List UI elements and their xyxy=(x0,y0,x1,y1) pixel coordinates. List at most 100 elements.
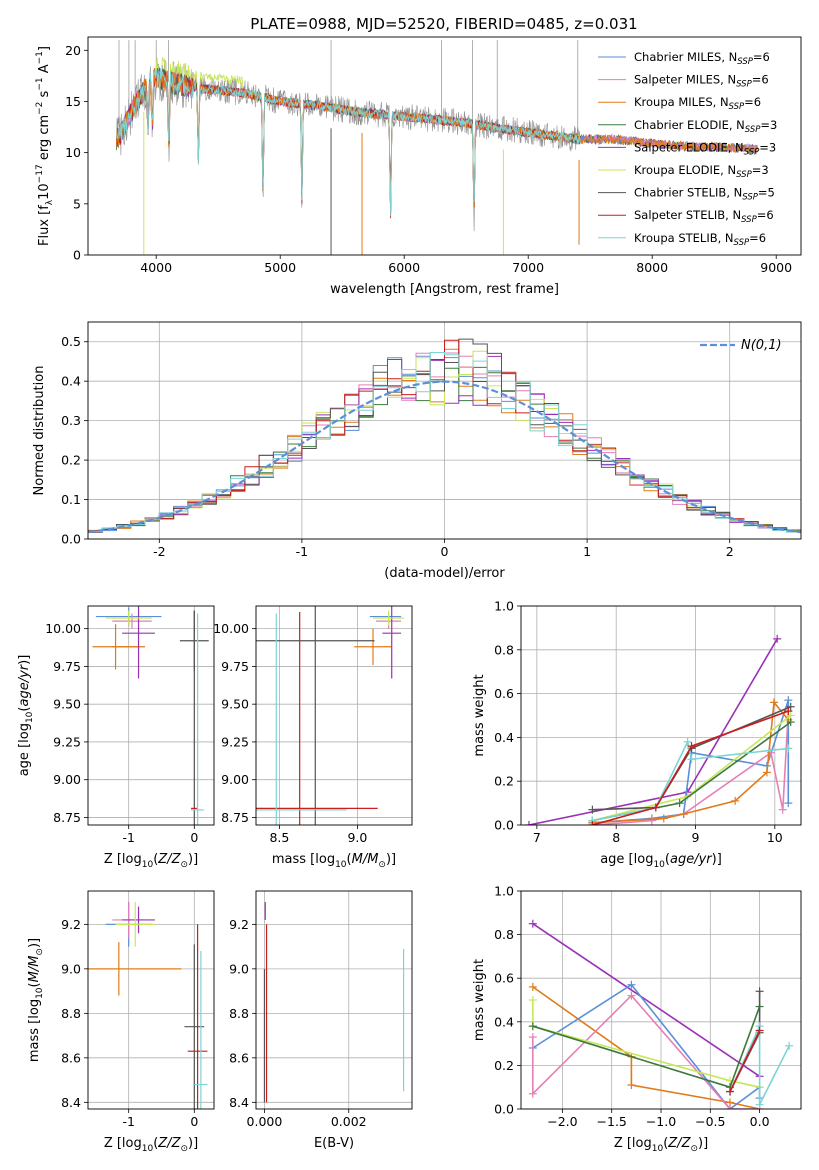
label-part: mass weight xyxy=(472,674,487,756)
legend-entry-salpeter_elodie: Salpeter ELODIE, NSSP=3 xyxy=(634,140,776,157)
y-tick-label: 0.4 xyxy=(61,374,81,389)
x-tick-label: 6000 xyxy=(388,260,420,275)
x-tick-label: 2 xyxy=(726,544,734,559)
label-part: ] xyxy=(37,46,52,51)
legend-sub: SSP xyxy=(736,80,752,90)
plot-area-spectrum xyxy=(116,40,758,255)
x-axis-label: E(B-V) xyxy=(314,1136,354,1151)
legend-entry-salpeter_stelib: Salpeter STELIB, NSSP=6 xyxy=(634,208,774,225)
legend-entry-chabrier_stelib: Chabrier STELIB, NSSP=5 xyxy=(634,186,775,203)
label-part: ⊙ xyxy=(35,948,45,956)
y-axis-label: mass [log10(M/M⊙)] xyxy=(27,938,45,1062)
plot-area-mw_age xyxy=(524,634,795,825)
label-part: age [log xyxy=(600,852,653,867)
label-part: −2 xyxy=(35,102,45,115)
legend-suffix: =3 xyxy=(759,140,776,154)
y-tick-label: 8.6 xyxy=(61,1050,81,1065)
data-spectrum-line xyxy=(116,57,581,232)
label-part: (data-model)/error xyxy=(384,566,505,581)
label-part: )] xyxy=(188,852,198,867)
legend-sub: SSP xyxy=(729,102,745,112)
panel-mass_ebv: 0.000 0.002 8.4 8.6 8.8 9.0 9.2 E(B-V) xyxy=(229,890,413,1151)
legend-sub: SSP xyxy=(736,170,752,180)
axes-frame xyxy=(255,890,413,1110)
y-tick-label: 0.4 xyxy=(494,730,514,745)
x-tick-label: 8 xyxy=(612,830,620,845)
label-part: Flux [f xyxy=(37,205,52,246)
y-tick-label: 9.25 xyxy=(221,734,249,749)
label-part: M/M xyxy=(352,852,379,867)
x-tick-label: 0 xyxy=(441,544,449,559)
axes-frame xyxy=(87,890,215,1110)
legend-sub: SSP xyxy=(737,57,753,67)
legend-sub: SSP xyxy=(742,193,758,203)
y-tick-label: 9.0 xyxy=(229,961,249,976)
y-tick-label: 1.0 xyxy=(494,884,514,899)
y-tick-label: 9.2 xyxy=(229,917,249,932)
label-part: −1 xyxy=(35,77,45,90)
x-tick-label: 0 xyxy=(190,1114,198,1129)
y-tick-label: 0.4 xyxy=(494,1014,514,1029)
figure-title: PLATE=0988, MJD=52520, FIBERID=0485, z=0… xyxy=(250,15,637,33)
y-axis-label: Flux [fλ10−17 erg cm−2 s−1 A−1] xyxy=(35,46,55,246)
y-tick-label: 9.00 xyxy=(221,772,249,787)
y-tick-label: 8.8 xyxy=(229,1006,249,1021)
label-part: ( xyxy=(665,852,670,867)
label-part: erg cm xyxy=(37,115,52,164)
y-tick-label: 8.6 xyxy=(229,1050,249,1065)
x-tick-label: 0.000 xyxy=(247,1114,283,1129)
label-part: )] xyxy=(712,852,722,867)
x-tick-label: 8.5 xyxy=(269,830,289,845)
series-line-kroupa_elodie xyxy=(592,714,792,822)
y-tick-label: 20 xyxy=(65,43,81,58)
label-part: 10 xyxy=(25,711,35,723)
x-axis-label: wavelength [Angstrom, rest frame] xyxy=(330,282,559,297)
x-tick-label: 4000 xyxy=(140,260,172,275)
series-line-kroupa_miles xyxy=(532,986,760,1109)
label-part: ⊙ xyxy=(378,860,386,870)
y-tick-label: 9.75 xyxy=(53,659,81,674)
legend-label: Kroupa STELIB, N xyxy=(634,231,734,245)
y-tick-label: 0.2 xyxy=(494,774,514,789)
series-line-salpeter_stelib xyxy=(592,710,789,825)
y-tick-label: 0.3 xyxy=(61,413,81,428)
legend-label: Salpeter STELIB, N xyxy=(634,208,741,222)
label-part: )] xyxy=(27,938,42,948)
legend-suffix: =3 xyxy=(752,163,769,177)
label-part: )] xyxy=(698,1136,708,1151)
y-tick-label: 0.1 xyxy=(61,492,81,507)
legend-entry-salpeter_miles: Salpeter MILES, NSSP=6 xyxy=(634,73,769,90)
label-part: age/yr xyxy=(670,852,713,867)
label-part: ( xyxy=(17,707,32,712)
label-part: 10 xyxy=(35,987,45,999)
x-tick-label: 7000 xyxy=(512,260,544,275)
y-tick-label: 0.8 xyxy=(494,927,514,942)
x-tick-label: 5000 xyxy=(264,260,296,275)
panel-mass_Z: -1 08.48.68.89.09.2Z [log10(Z/Z⊙)]mass [l… xyxy=(27,890,215,1154)
y-tick-label: 9.00 xyxy=(53,772,81,787)
label-part: 10 xyxy=(335,860,347,870)
label-part: ⊙ xyxy=(180,1144,188,1154)
panel-residuals: -2 -1 0 1 2 0.0 0.1 0.2 0.3 0.4 0.5 (data-model)/er… xyxy=(32,321,802,581)
histogram-kroupa_stelib xyxy=(88,352,801,533)
x-axis-label: mass [log10(M/M⊙)] xyxy=(272,852,396,870)
legend-sub: SSP xyxy=(741,215,757,225)
x-tick-label: -2 xyxy=(153,544,165,559)
plot-area-age_Z xyxy=(92,606,209,825)
legend-suffix: =3 xyxy=(760,118,777,132)
x-tick-label: 8000 xyxy=(636,260,668,275)
panel-mw_Z: −2.0 −1.5 −1.0 −0.5 0.0 0.0 0.2 0.4 0.6 0.8 1.0 Z [… xyxy=(472,884,802,1154)
label-part: ( xyxy=(153,1136,158,1151)
legend-entry-chabrier_elodie: Chabrier ELODIE, NSSP=3 xyxy=(634,118,777,135)
axes-frame xyxy=(520,890,802,1110)
x-tick-label: -1 xyxy=(122,830,134,845)
x-tick-label: −0.5 xyxy=(695,1114,725,1129)
plot-area-mass_ebv xyxy=(263,902,405,1103)
legend-entry-kroupa_elodie: Kroupa ELODIE, NSSP=3 xyxy=(634,163,769,180)
x-tick-label: -1 xyxy=(296,544,308,559)
legend-suffix: =5 xyxy=(758,186,775,200)
x-tick-label: −1.0 xyxy=(646,1114,676,1129)
label-part: 10 xyxy=(37,183,52,200)
legend-label: Salpeter ELODIE, N xyxy=(634,140,744,154)
